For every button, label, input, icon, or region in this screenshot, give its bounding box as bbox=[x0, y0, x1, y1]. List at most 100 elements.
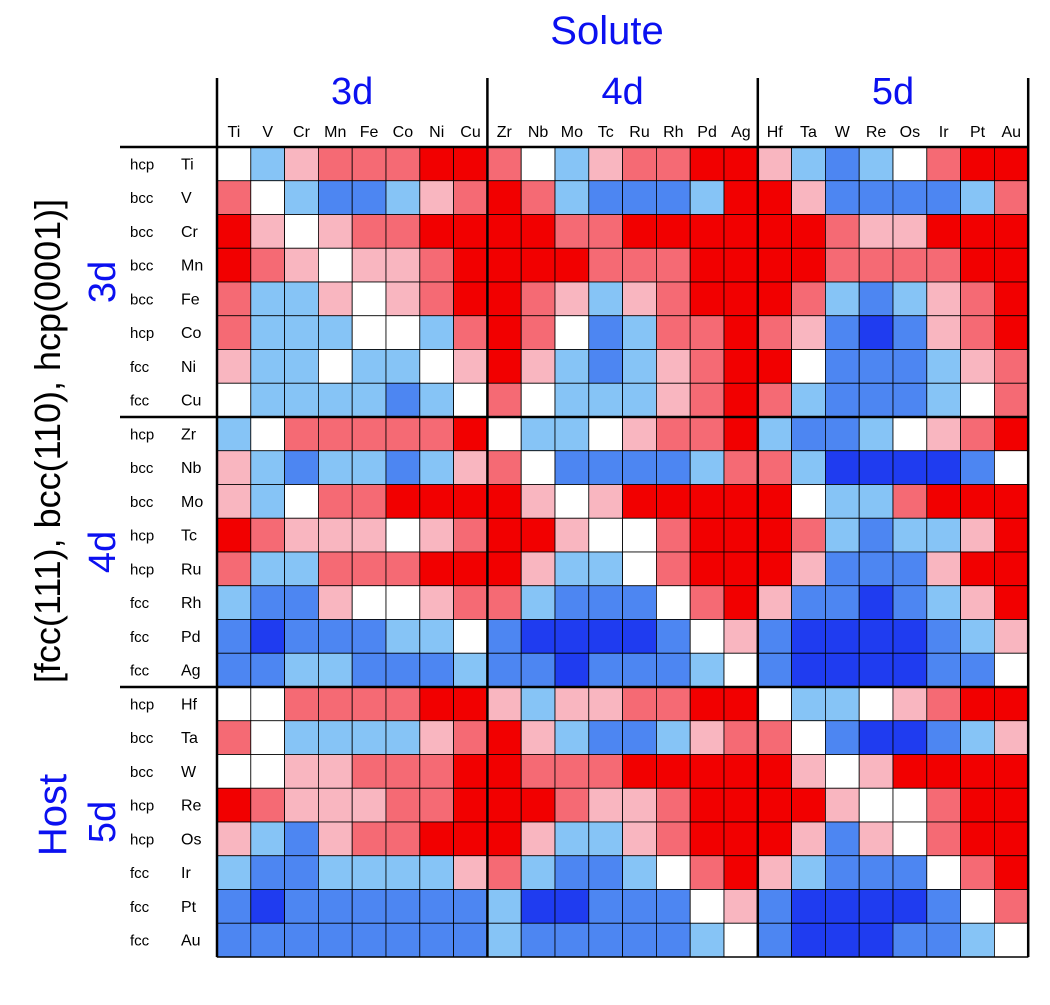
heatmap-cell bbox=[419, 450, 454, 485]
chart-title: Solute bbox=[550, 9, 663, 53]
heatmap-cell bbox=[858, 214, 894, 249]
heatmap-cell bbox=[351, 180, 387, 215]
heatmap-cell bbox=[216, 922, 252, 958]
heatmap-cell bbox=[622, 484, 657, 519]
heatmap-cell bbox=[858, 585, 894, 620]
heatmap-cell bbox=[216, 281, 252, 317]
solute-label: Ru bbox=[629, 124, 649, 141]
heatmap-cell bbox=[960, 619, 995, 654]
heatmap-cell bbox=[351, 247, 387, 283]
heatmap-cell bbox=[656, 686, 691, 722]
heatmap-cell bbox=[656, 855, 691, 890]
heatmap-cell bbox=[656, 484, 691, 519]
heatmap-cell bbox=[858, 247, 894, 283]
heatmap-cell bbox=[419, 416, 454, 452]
heatmap-cell bbox=[588, 551, 623, 587]
solute-label: Cr bbox=[293, 124, 311, 141]
heatmap-cell bbox=[791, 551, 826, 587]
heatmap-cell bbox=[250, 180, 286, 215]
heatmap-cell bbox=[960, 315, 995, 350]
heatmap-cell bbox=[486, 787, 522, 823]
heatmap-cell bbox=[994, 450, 1029, 485]
heatmap-cell bbox=[926, 214, 961, 249]
heatmap-cell bbox=[960, 922, 995, 958]
heatmap-cell bbox=[351, 551, 387, 587]
heatmap-cell bbox=[284, 214, 319, 249]
heatmap-cell bbox=[926, 787, 961, 823]
heatmap-cell bbox=[250, 315, 286, 350]
heatmap-cell bbox=[622, 281, 657, 317]
heatmap-cell bbox=[284, 821, 319, 857]
heatmap-cell bbox=[216, 517, 252, 553]
heatmap-cell bbox=[791, 754, 826, 789]
heatmap-cell bbox=[351, 416, 387, 452]
heatmap-cell bbox=[284, 349, 319, 384]
heatmap-cell bbox=[486, 247, 522, 283]
heatmap-cell bbox=[622, 754, 657, 789]
heatmap-cell bbox=[486, 180, 522, 215]
heatmap-cell bbox=[317, 855, 353, 890]
heatmap-cell bbox=[520, 889, 556, 924]
heatmap-cell bbox=[994, 484, 1029, 519]
heatmap-cell bbox=[317, 281, 353, 317]
heatmap-cell bbox=[926, 416, 961, 452]
heatmap-cell bbox=[317, 382, 353, 418]
host-label: Ti bbox=[181, 156, 194, 173]
heatmap-cell bbox=[554, 484, 590, 519]
solute-label: Os bbox=[900, 124, 920, 141]
heatmap-cell bbox=[960, 720, 995, 755]
heatmap-cell bbox=[351, 754, 387, 789]
heatmap-cell bbox=[453, 146, 488, 182]
grid-lines bbox=[120, 78, 1030, 958]
heatmap-cell bbox=[858, 146, 894, 182]
heatmap-cell bbox=[317, 416, 353, 452]
heatmap-cell bbox=[250, 382, 286, 418]
heatmap-cell bbox=[453, 889, 488, 924]
heatmap-cell bbox=[994, 214, 1029, 249]
heatmap-cell bbox=[723, 146, 759, 182]
host-structure-label: bcc bbox=[130, 258, 154, 275]
heatmap-cell bbox=[250, 652, 286, 688]
heatmap-cell bbox=[825, 484, 860, 519]
solute-label: W bbox=[835, 124, 851, 141]
heatmap-cell bbox=[385, 281, 421, 317]
host-structure-label: hcp bbox=[130, 798, 154, 815]
heatmap-cell bbox=[486, 922, 522, 958]
heatmap-cell bbox=[520, 484, 556, 519]
heatmap-cell bbox=[689, 855, 725, 890]
heatmap-cell bbox=[317, 619, 353, 654]
heatmap-cell bbox=[656, 787, 691, 823]
heatmap-cell bbox=[622, 686, 657, 722]
heatmap-cell bbox=[419, 517, 454, 553]
heatmap-cell bbox=[723, 281, 759, 317]
heatmap-cell bbox=[994, 247, 1029, 283]
heatmap-cell bbox=[588, 787, 623, 823]
column-group-label: 4d bbox=[601, 71, 643, 113]
heatmap-cell bbox=[757, 484, 792, 519]
heatmap-cell bbox=[656, 619, 691, 654]
host-label: Tc bbox=[181, 528, 197, 545]
heatmap-cell bbox=[960, 889, 995, 924]
heatmap-cell bbox=[588, 517, 623, 553]
heatmap-cell bbox=[588, 180, 623, 215]
heatmap-cell bbox=[250, 889, 286, 924]
column-group-label: 5d bbox=[872, 71, 914, 113]
heatmap-cell bbox=[622, 349, 657, 384]
heatmap-cell bbox=[960, 484, 995, 519]
host-label: Ir bbox=[181, 865, 191, 882]
heatmap-cell bbox=[926, 922, 961, 958]
heatmap-cell bbox=[994, 720, 1029, 755]
heatmap-cell bbox=[453, 247, 488, 283]
heatmap-cell bbox=[858, 517, 894, 553]
heatmap-cell bbox=[892, 349, 928, 384]
heatmap-cell bbox=[892, 922, 928, 958]
heatmap-cell bbox=[825, 686, 860, 722]
heatmap-cell bbox=[926, 855, 961, 890]
heatmap-cell bbox=[419, 889, 454, 924]
heatmap-cell bbox=[926, 146, 961, 182]
heatmap-cell bbox=[216, 450, 252, 485]
host-label: Ni bbox=[181, 359, 196, 376]
heatmap-cell bbox=[791, 382, 826, 418]
heatmap-cell bbox=[892, 214, 928, 249]
